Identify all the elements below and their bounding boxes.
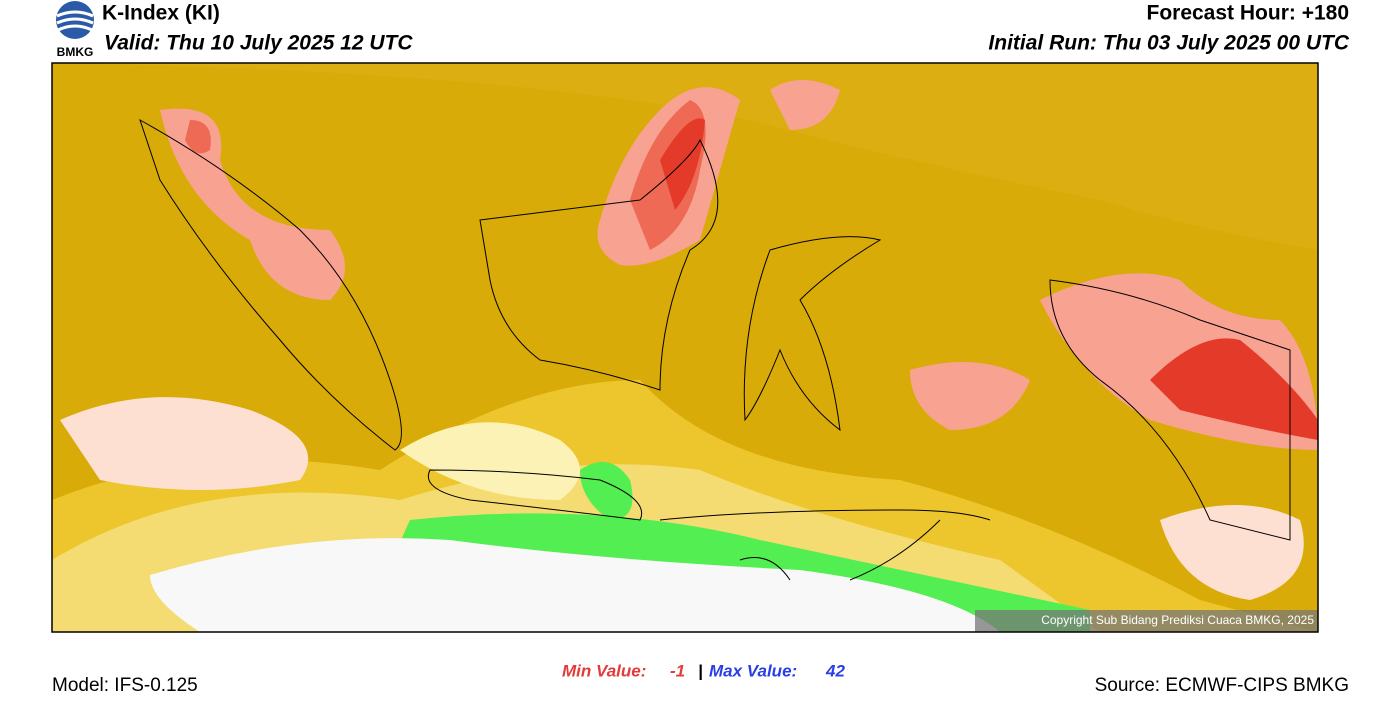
copyright: Copyright Sub Bidang Prediksi Cuaca BMKG… [1041,613,1314,627]
max-value: 42 [825,661,845,680]
source: Source: ECMWF-CIPS BMKG [1095,675,1349,696]
map-field: Copyright Sub Bidang Prediksi Cuaca BMKG… [52,63,1318,632]
forecast-hour: Forecast Hour: +180 [1147,2,1350,25]
model: Model: IFS-0.125 [52,675,198,696]
valid-time: Valid: Thu 10 July 2025 12 UTC [104,32,413,55]
initial-run: Initial Run: Thu 03 July 2025 00 UTC [988,32,1349,55]
stats: Min Value: -1 | Max Value: 42 [562,661,845,680]
separator: | [698,661,703,680]
min-label: Min Value: [562,661,646,680]
map-frame [51,62,1319,633]
min-value: -1 [670,661,685,680]
title: K-Index (KI) [102,2,220,25]
max-label: Max Value: [709,661,797,680]
logo: BMKG [56,1,94,59]
logo-text: BMKG [57,45,94,59]
